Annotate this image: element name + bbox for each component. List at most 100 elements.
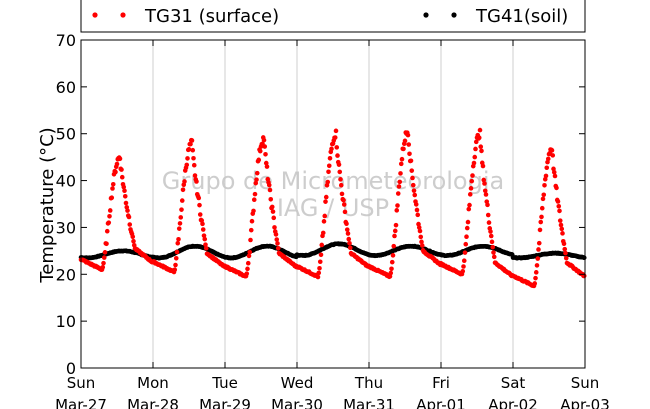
x-tick-label-date: Apr-01 (416, 396, 466, 409)
surface-point (488, 229, 493, 234)
surface-point (482, 188, 488, 194)
legend-label-surface: TG31 (surface) (144, 6, 279, 27)
surface-point (131, 238, 136, 244)
surface-point (122, 193, 128, 199)
surface-point (247, 249, 253, 255)
surface-point (399, 156, 405, 162)
surface-point (470, 173, 475, 178)
surface-point (126, 214, 132, 220)
surface-point (413, 202, 419, 207)
surface-point (104, 241, 109, 247)
surface-point (192, 173, 198, 178)
surface-point (326, 163, 332, 169)
surface-point (393, 222, 399, 228)
surface-point (191, 155, 196, 161)
surface-point (391, 243, 397, 249)
y-tick-label: 10 (56, 312, 76, 331)
surface-point (541, 192, 547, 198)
surface-point (326, 169, 331, 175)
surface-point (248, 237, 253, 243)
surface-point (245, 260, 251, 266)
surface-point (248, 227, 254, 233)
x-tick-label-day: Mon (137, 374, 169, 392)
surface-point (486, 220, 492, 225)
surface-point (335, 153, 340, 158)
legend-marker-surface (120, 12, 126, 18)
surface-point (107, 208, 113, 213)
legend-label-soil: TG41(soil) (475, 6, 568, 27)
surface-point (179, 207, 184, 212)
vertical-grid (152, 40, 514, 368)
surface-point (339, 191, 345, 197)
surface-point (202, 236, 208, 242)
surface-point (257, 148, 263, 154)
surface-point (405, 132, 411, 138)
surface-point (117, 156, 123, 162)
surface-point (119, 167, 124, 172)
surface-point (110, 186, 115, 191)
surface-point (406, 142, 412, 147)
x-tick-label-day: Sun (67, 374, 96, 392)
surface-point (395, 191, 401, 196)
surface-point (341, 197, 346, 203)
surface-point (271, 215, 277, 221)
surface-point (269, 204, 275, 210)
surface-point (542, 183, 547, 188)
surface-point (317, 259, 323, 265)
surface-point (184, 162, 190, 168)
surface-point (274, 237, 280, 242)
surface-point (409, 168, 415, 173)
surface-point (542, 176, 548, 182)
surface-point (263, 151, 268, 157)
x-tick-label-date: Mar-29 (199, 396, 251, 409)
surface-point (182, 179, 187, 184)
watermark-line-2: IAG / USP (277, 194, 389, 222)
surface-point (557, 208, 562, 214)
surface-point (347, 245, 353, 251)
x-tick-label-date: Mar-30 (271, 396, 323, 409)
surface-point (185, 156, 190, 161)
surface-point (123, 200, 129, 206)
surface-point (490, 244, 496, 250)
x-tick-label-day: Sat (501, 374, 526, 392)
surface-point (125, 208, 130, 213)
surface-point (172, 267, 178, 273)
surface-point (203, 245, 209, 251)
legend-box (80, 0, 586, 33)
series-layer (78, 127, 587, 289)
surface-point (471, 160, 477, 166)
surface-point (464, 234, 469, 239)
surface-point (180, 187, 186, 193)
surface-point (190, 147, 196, 153)
surface-point (321, 219, 327, 224)
surface-point (173, 262, 178, 268)
surface-point (173, 255, 179, 261)
surface-point (483, 192, 489, 197)
surface-point (397, 179, 403, 185)
surface-point (100, 264, 106, 270)
surface-point (327, 155, 333, 161)
surface-point (535, 256, 541, 261)
surface-point (329, 146, 334, 152)
surface-point (174, 249, 180, 255)
legend-marker-surface (92, 12, 98, 18)
surface-point (256, 157, 262, 163)
surface-point (270, 209, 276, 214)
surface-point (390, 253, 396, 258)
surface-point (251, 197, 257, 203)
surface-point (200, 227, 206, 232)
surface-point (200, 221, 205, 227)
surface-point (261, 137, 267, 143)
surface-point (419, 243, 425, 248)
surface-point (102, 250, 108, 255)
surface-point (344, 221, 349, 226)
surface-point (460, 268, 466, 274)
surface-point (408, 158, 414, 164)
surface-point (552, 173, 558, 179)
surface-point (263, 160, 269, 166)
surface-point (317, 265, 322, 271)
surface-point (130, 234, 136, 240)
surface-point (268, 196, 274, 202)
surface-point (106, 220, 112, 225)
